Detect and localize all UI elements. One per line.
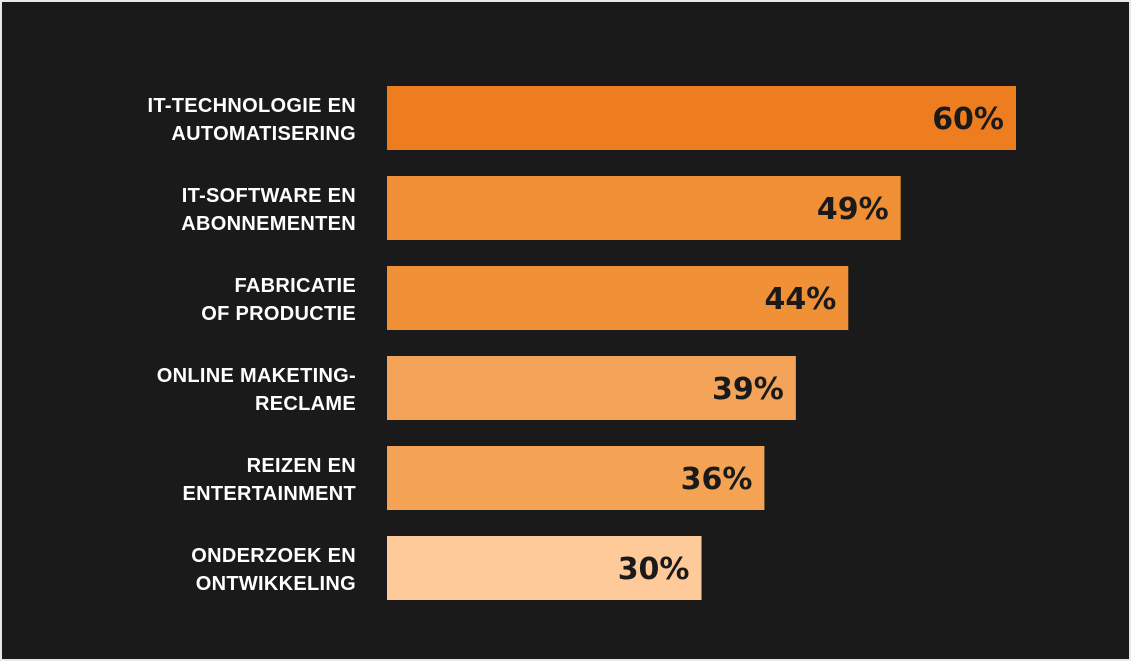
category-label-line: RECLAME	[255, 393, 356, 415]
category-label-line: FABRICATIE	[234, 275, 356, 297]
bar	[387, 266, 849, 330]
category-label-line: ABONNEMENTEN	[181, 213, 356, 235]
category-label: ONDERZOEK EN ONTWIKKELING	[191, 545, 356, 595]
category-label: REIZEN EN ENTERTAINMENT	[182, 455, 356, 505]
value-label: 60%	[932, 102, 1004, 137]
bar-group: 44% FABRICATIE OF PRODUCTIE	[201, 266, 849, 330]
category-label-line: IT-SOFTWARE EN	[182, 185, 356, 207]
bar-group: 60% IT-TECHNOLOGIE EN AUTOMATISERING	[148, 86, 1016, 150]
bar-group: 30% ONDERZOEK EN ONTWIKKELING	[191, 536, 702, 600]
bar	[387, 446, 765, 510]
category-label-line: AUTOMATISERING	[171, 123, 356, 145]
value-label: 36%	[681, 462, 753, 497]
bar	[387, 356, 796, 420]
category-label: IT-SOFTWARE EN ABONNEMENTEN	[181, 185, 356, 235]
bar-group: 49% IT-SOFTWARE EN ABONNEMENTEN	[181, 176, 901, 240]
category-label-line: ONDERZOEK EN	[191, 545, 356, 567]
category-label-line: IT-TECHNOLOGIE EN	[148, 95, 356, 117]
category-label-line: REIZEN EN	[247, 455, 356, 477]
value-label: 49%	[817, 192, 889, 227]
bar	[387, 536, 702, 600]
category-label: IT-TECHNOLOGIE EN AUTOMATISERING	[148, 95, 356, 145]
bar-group: 36% REIZEN EN ENTERTAINMENT	[182, 446, 765, 510]
value-label: 39%	[712, 372, 784, 407]
category-label-line: ENTERTAINMENT	[182, 483, 356, 505]
category-label: FABRICATIE OF PRODUCTIE	[201, 275, 356, 325]
category-label-line: ONTWIKKELING	[196, 573, 356, 595]
category-label: ONLINE MAKETING- RECLAME	[157, 365, 356, 415]
value-label: 30%	[618, 552, 690, 587]
bar	[387, 86, 1016, 150]
value-label: 44%	[764, 282, 836, 317]
category-label-line: OF PRODUCTIE	[201, 303, 356, 325]
bar	[387, 176, 901, 240]
category-label-line: ONLINE MAKETING-	[157, 365, 356, 387]
bar-group: 39% ONLINE MAKETING- RECLAME	[157, 356, 796, 420]
